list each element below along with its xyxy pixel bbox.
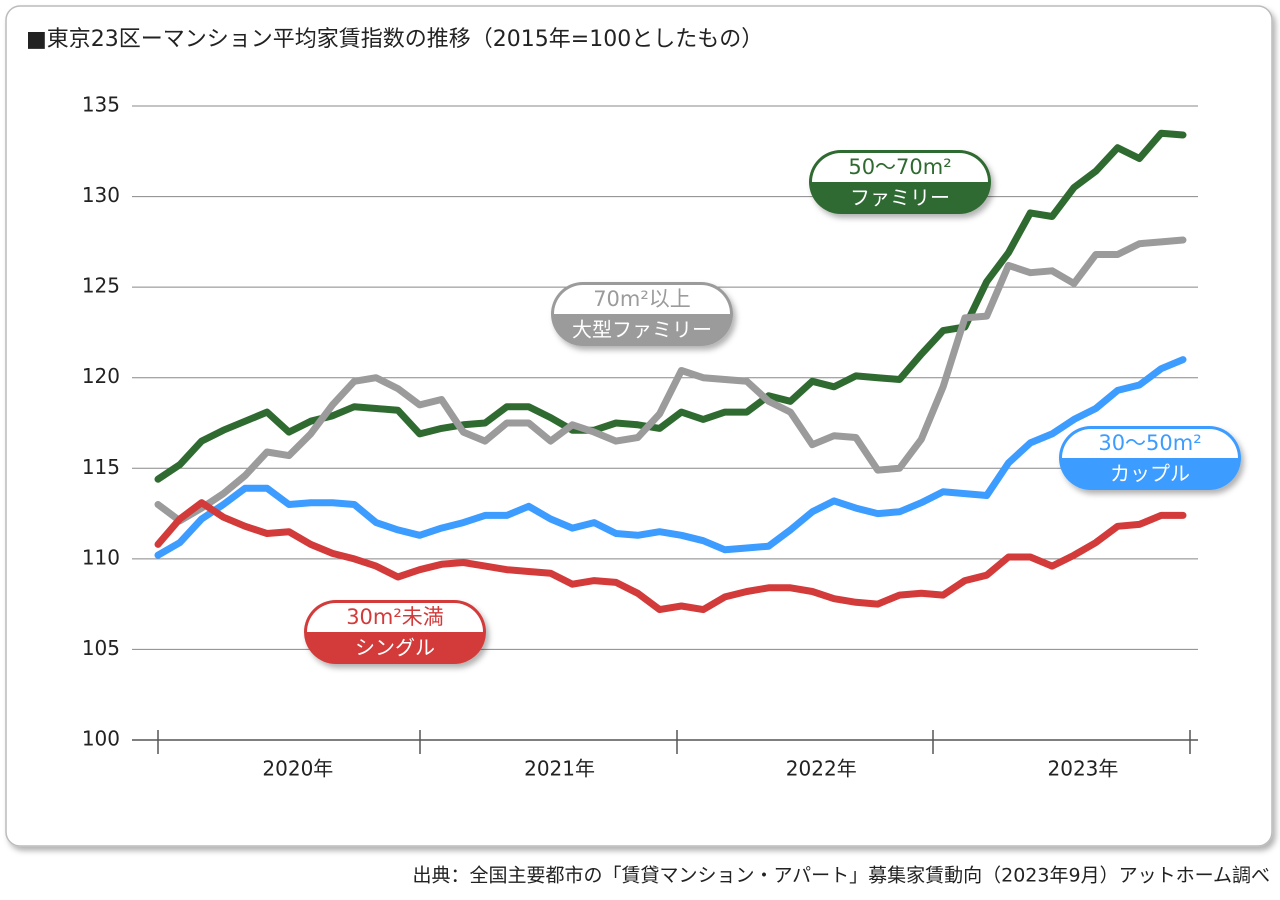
series-line: [154, 356, 1187, 559]
y-tick-label: 130: [82, 183, 120, 207]
y-tick-label: 100: [82, 727, 120, 751]
source: 出典：全国主要都市の「賃貸マンション・アパート」募集家賃動向（2023年9月）ア…: [413, 865, 1271, 887]
legend-label: 70m²以上: [593, 287, 691, 311]
chart-title: ■東京23区ーマンション平均家賃指数の推移（2015年=100としたもの）: [26, 27, 763, 52]
x-tick-label: 2023年: [1048, 757, 1119, 781]
callout-top: [307, 603, 483, 632]
callout: [1059, 426, 1241, 490]
legend-sublabel: カップル: [1110, 462, 1190, 486]
series-line: [154, 129, 1187, 483]
callout-top: [554, 285, 730, 314]
legend-label: 30m²未満: [346, 605, 444, 629]
y-tick-label: 135: [82, 93, 120, 117]
callout-top: [1062, 429, 1238, 458]
x-tick-label: 2020年: [262, 757, 333, 781]
x-tick-label: 2021年: [524, 757, 595, 781]
legend-sublabel: ファミリー: [850, 186, 950, 210]
legend-label: 30〜50m²: [1098, 431, 1201, 455]
callout-top: [812, 153, 988, 182]
legend-label: 50〜70m²: [848, 155, 951, 179]
callout: [551, 282, 733, 346]
series-line: [154, 499, 1187, 614]
y-tick-label: 120: [82, 364, 120, 388]
series-line: [154, 236, 1187, 525]
callout: [304, 600, 486, 664]
y-tick-label: 125: [82, 274, 120, 298]
legend-sublabel: 大型ファミリー: [572, 318, 712, 342]
y-tick-label: 105: [82, 636, 120, 660]
callout: [809, 150, 991, 214]
y-tick-label: 115: [82, 455, 120, 479]
x-tick-label: 2022年: [786, 757, 857, 781]
legend-sublabel: シングル: [355, 636, 435, 660]
y-tick-label: 110: [82, 545, 120, 569]
